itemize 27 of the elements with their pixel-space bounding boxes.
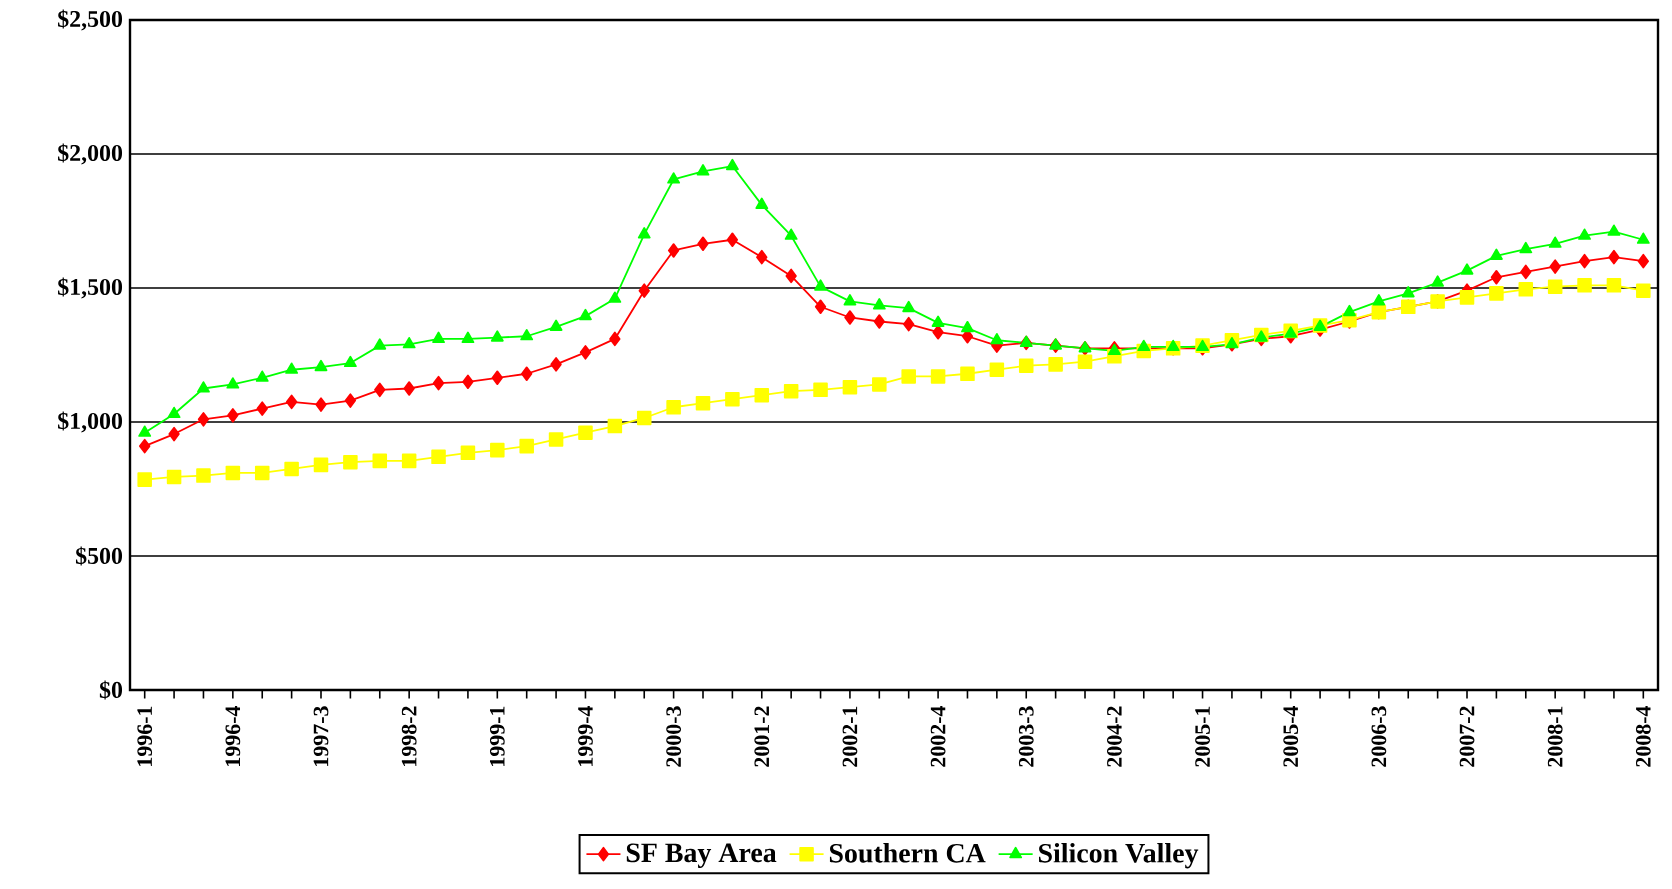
- legend-label: Southern CA: [829, 843, 986, 863]
- x-tick-label: 2004-2: [1107, 706, 1122, 767]
- x-tick-label: 2003-3: [1018, 706, 1034, 767]
- y-tick-label: $1,000: [58, 411, 123, 433]
- x-tick-label: 1998-2: [401, 706, 417, 766]
- x-tick-label: 1996-1: [137, 706, 153, 766]
- x-tick-label: 2002-4: [930, 705, 946, 767]
- legend-label: Silicon Valley: [1039, 843, 1199, 869]
- x-tick-label: 2007-2: [1459, 706, 1475, 767]
- y-tick-label: $2,500: [58, 9, 123, 31]
- y-tick-label: $2,000: [58, 143, 123, 165]
- x-tick-label: 2001-2: [754, 706, 770, 767]
- x-tick-label: 1996-4: [225, 705, 241, 766]
- x-tick-label: 1999-1: [489, 706, 505, 766]
- x-tick-label: 2002-1: [842, 706, 858, 767]
- legend-label: SF Bay Area: [626, 843, 777, 868]
- y-tick-label: $0: [99, 680, 123, 700]
- x-tick-label: 2005-4: [1283, 705, 1299, 767]
- x-tick-label: 1997-3: [313, 706, 329, 766]
- x-tick-label: 2008-4: [1635, 705, 1651, 767]
- x-tick-label: 2005-1: [1195, 706, 1210, 767]
- x-tick-label: 2006-3: [1371, 706, 1387, 767]
- y-tick-label: $500: [75, 546, 123, 566]
- x-tick-label: 2000-3: [666, 706, 682, 767]
- x-tick-label: 1999-4: [578, 705, 593, 766]
- x-tick-label: 2008-1: [1547, 706, 1563, 767]
- y-tick-label: $1,500: [58, 277, 123, 299]
